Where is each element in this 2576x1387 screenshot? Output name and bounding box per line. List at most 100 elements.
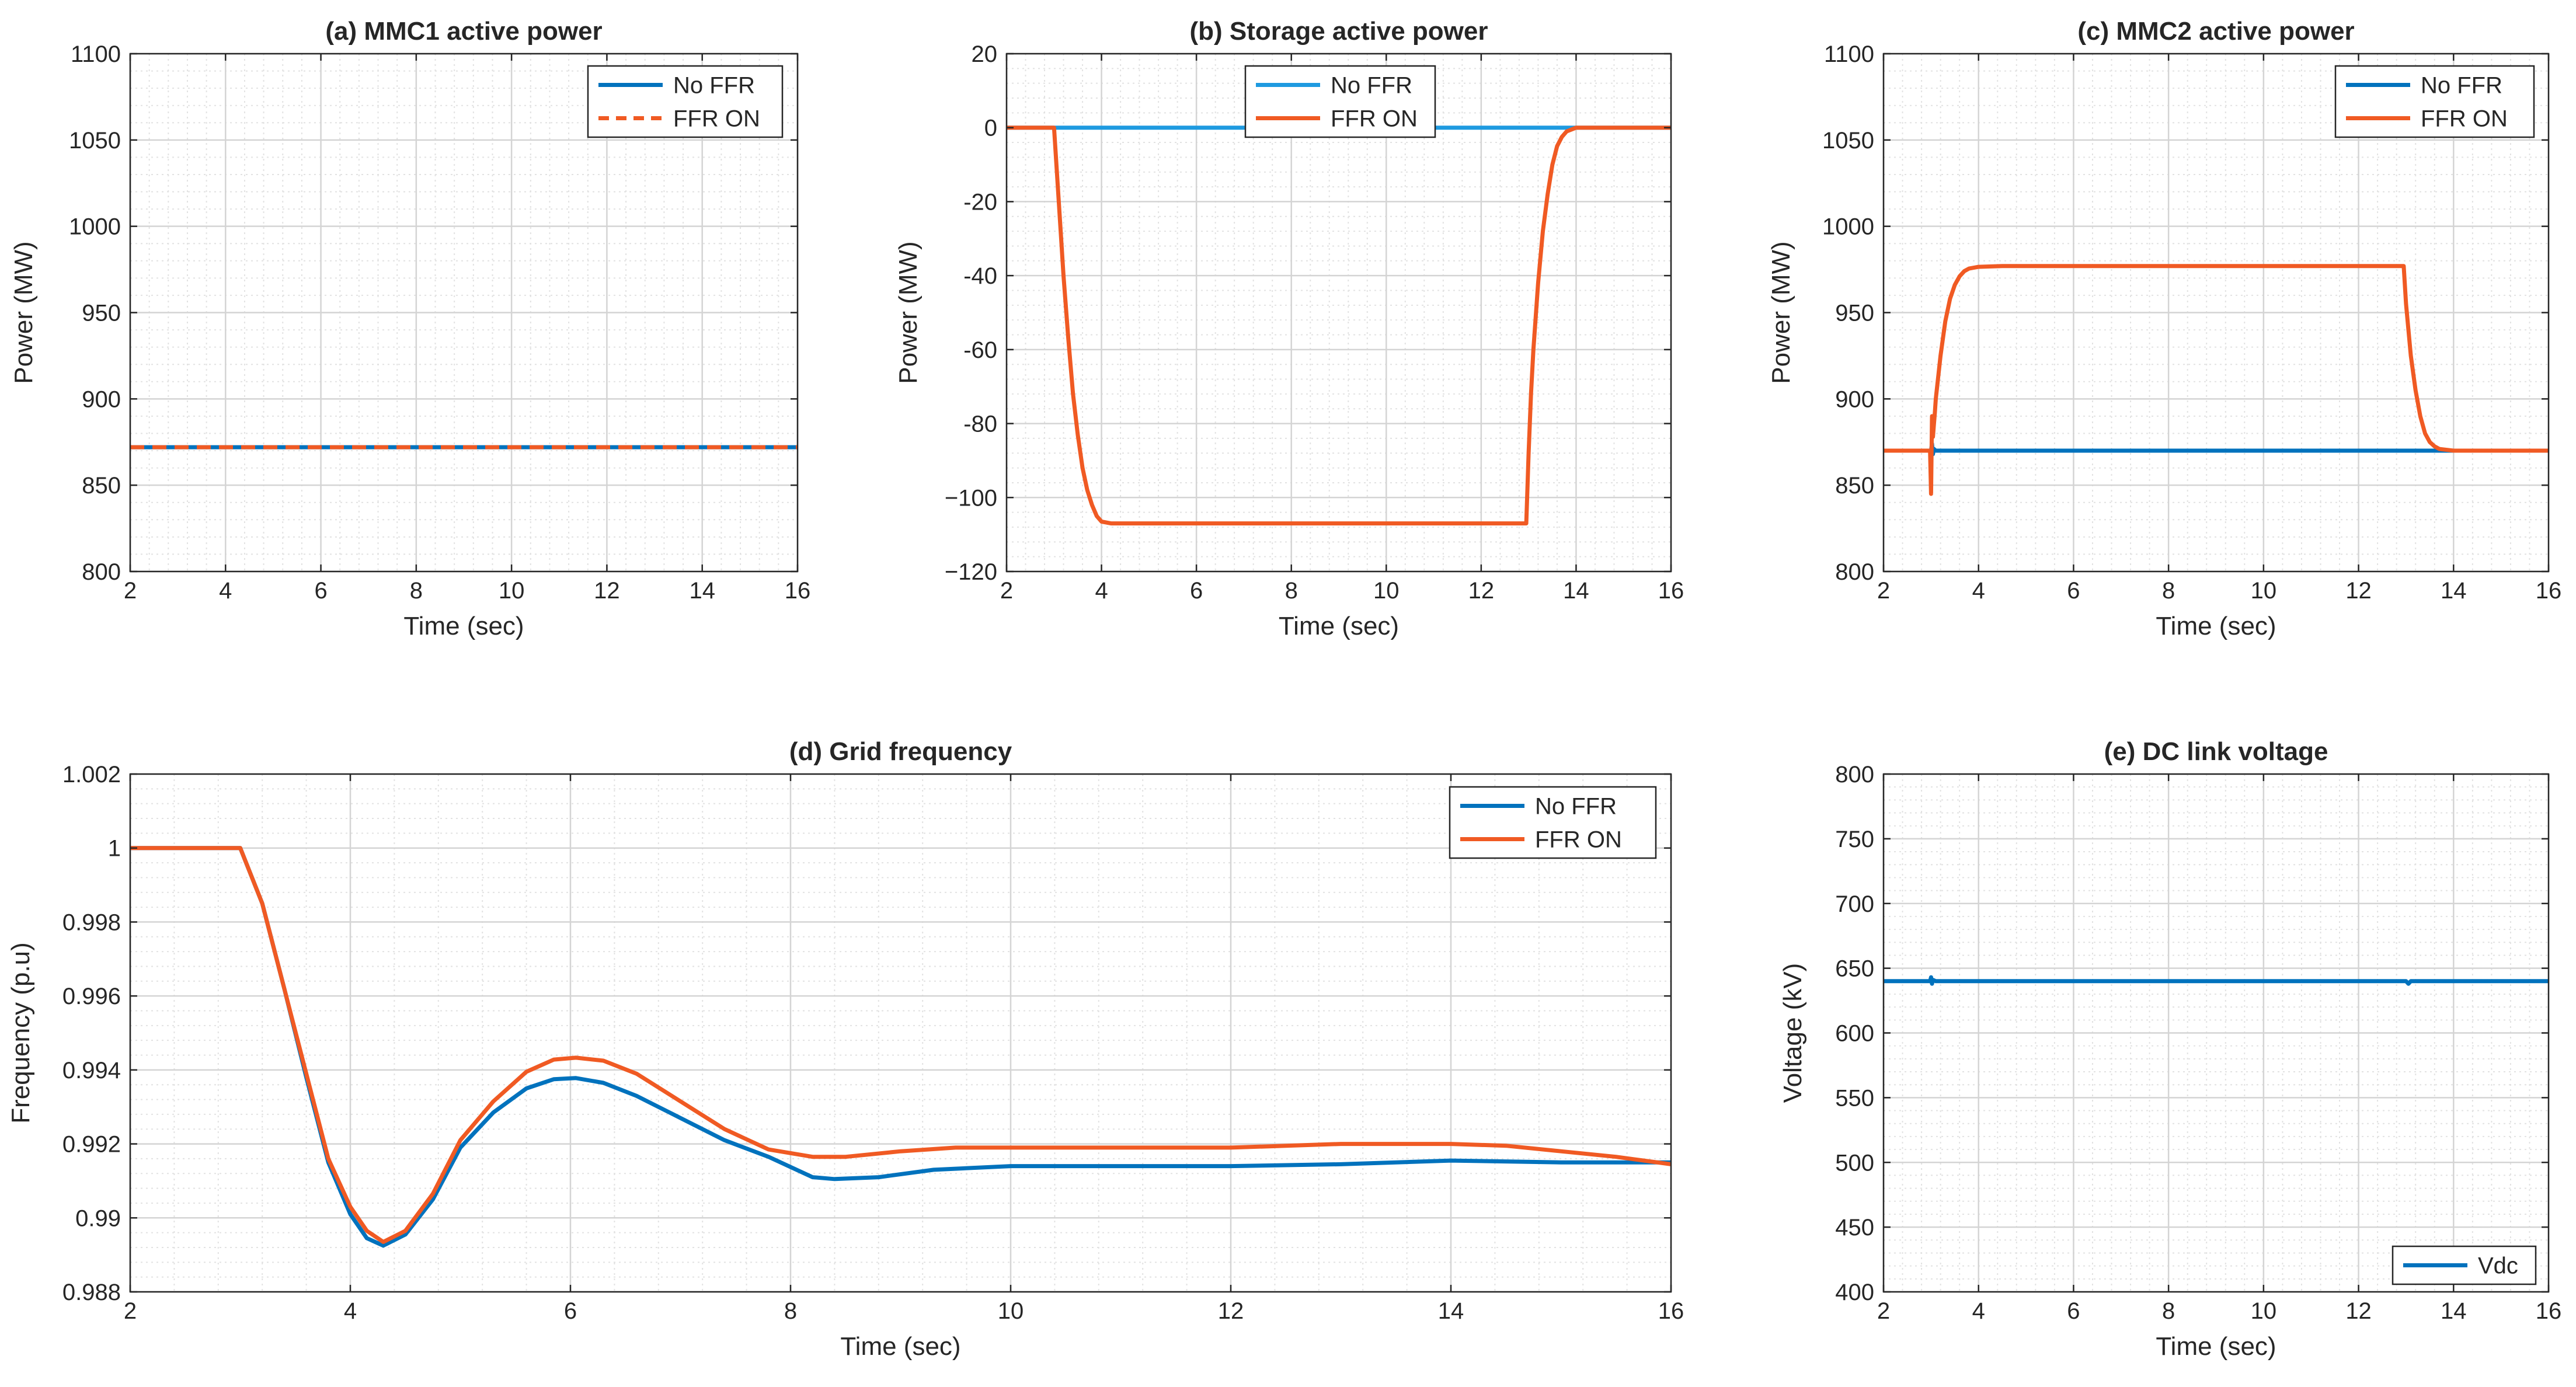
x-tick-label: 8 bbox=[410, 578, 423, 604]
x-tick-label: 2 bbox=[1877, 578, 1890, 604]
y-tick-label: 1000 bbox=[69, 214, 121, 240]
x-tick-label: 16 bbox=[2536, 578, 2562, 604]
x-tick-label: 14 bbox=[2441, 578, 2467, 604]
y-tick-label: 700 bbox=[1835, 891, 1874, 917]
x-tick-label: 10 bbox=[499, 578, 525, 604]
x-tick-label: 12 bbox=[2345, 578, 2372, 604]
y-tick-label: 1100 bbox=[71, 41, 121, 67]
x-tick-label: 14 bbox=[2441, 1298, 2467, 1324]
chart-title: (d) Grid frequency bbox=[789, 737, 1012, 766]
x-tick-label: 6 bbox=[564, 1298, 577, 1324]
y-tick-label: 600 bbox=[1835, 1021, 1874, 1047]
y-tick-label: 1050 bbox=[1822, 128, 1874, 154]
x-tick-label: 6 bbox=[1190, 578, 1203, 604]
x-tick-label: 6 bbox=[2067, 578, 2080, 604]
y-tick-label: 20 bbox=[972, 41, 998, 67]
x-tick-label: 16 bbox=[2536, 1298, 2562, 1324]
x-tick-label: 4 bbox=[1972, 1298, 1985, 1324]
legend-box bbox=[2334, 65, 2535, 138]
chart-title: (a) MMC1 active power bbox=[325, 17, 602, 46]
x-tick-label: 10 bbox=[2251, 578, 2277, 604]
x-tick-label: 2 bbox=[124, 1298, 137, 1324]
x-tick-label: 8 bbox=[2162, 1298, 2175, 1324]
y-tick-label: 900 bbox=[82, 386, 121, 412]
chart-mmc2-active-power: 2 4 6 8 10 12 14 16 800 850 900 950 1000 1050 1100 (c) … bbox=[1767, 17, 2561, 640]
y-tick-label: 550 bbox=[1835, 1085, 1874, 1111]
x-tick-label: 2 bbox=[1000, 578, 1013, 604]
chart-dc-link-voltage: 2 4 6 8 10 12 14 16 400 450 500 550 600 650 700 750 800 (… bbox=[1778, 737, 2561, 1361]
series-line-ffr-on bbox=[1007, 126, 1671, 526]
legend-label: FFR ON bbox=[673, 106, 760, 132]
x-tick-label: 4 bbox=[344, 1298, 357, 1324]
y-tick-label: 850 bbox=[1835, 473, 1874, 499]
x-tick-label: 10 bbox=[998, 1298, 1024, 1324]
x-tick-label: 2 bbox=[124, 578, 137, 604]
y-axis-label: Power (MW) bbox=[894, 241, 923, 384]
y-tick-label: -20 bbox=[963, 189, 997, 215]
y-tick-label: 400 bbox=[1835, 1280, 1874, 1305]
legend-box bbox=[1449, 786, 1657, 859]
x-tick-label: 10 bbox=[2251, 1298, 2277, 1324]
series-line-ffr-on bbox=[130, 846, 1672, 1244]
legend-label: FFR ON bbox=[2421, 106, 2508, 132]
legend-label: FFR ON bbox=[1331, 106, 1418, 132]
y-tick-label: 0.992 bbox=[62, 1132, 121, 1158]
chart-title: (b) Storage active power bbox=[1189, 17, 1488, 46]
y-tick-label: −100 bbox=[945, 485, 997, 511]
chart-storage-active-power: 2 4 6 8 10 12 14 16 −120 −100 -80 -60 -40 -20 0 20 (b) S… bbox=[894, 17, 1684, 640]
x-axis-label: Time (sec) bbox=[840, 1332, 960, 1361]
x-tick-label: 4 bbox=[1095, 578, 1108, 604]
x-axis-label: Time (sec) bbox=[1279, 612, 1399, 640]
chart-grid-frequency: 2 4 6 8 10 12 14 16 0.988 0.99 0.992 0.994 0.996 0.99… bbox=[6, 737, 1684, 1361]
y-tick-label: 850 bbox=[82, 473, 121, 499]
x-tick-label: 12 bbox=[1468, 578, 1495, 604]
axes-frame bbox=[1005, 53, 1672, 573]
y-tick-label: 0.988 bbox=[62, 1280, 121, 1305]
chart-mmc1-active-power: 2 4 6 8 10 12 14 16 800 850 900 950 1000 1050 1100 (a) … bbox=[9, 17, 810, 640]
x-tick-label: 16 bbox=[1658, 1298, 1684, 1324]
x-tick-label: 16 bbox=[785, 578, 811, 604]
y-tick-label: -40 bbox=[963, 263, 997, 289]
y-tick-label: 1.002 bbox=[62, 762, 121, 787]
x-tick-label: 14 bbox=[689, 578, 715, 604]
y-tick-label: 950 bbox=[1835, 301, 1874, 326]
y-tick-label: 800 bbox=[82, 559, 121, 585]
y-axis-label: Frequency (p.u) bbox=[6, 942, 35, 1124]
y-tick-label: 900 bbox=[1835, 386, 1874, 412]
y-tick-label: 0 bbox=[984, 116, 997, 141]
y-tick-label: 950 bbox=[82, 301, 121, 326]
legend-box bbox=[587, 65, 784, 138]
y-tick-label: 500 bbox=[1835, 1150, 1874, 1176]
y-axis-label: Voltage (kV) bbox=[1778, 963, 1807, 1103]
chart-title: (c) MMC2 active power bbox=[2077, 17, 2354, 46]
y-tick-label: 0.996 bbox=[62, 984, 121, 1009]
x-tick-label: 4 bbox=[219, 578, 232, 604]
chart-title: (e) DC link voltage bbox=[2104, 737, 2328, 766]
legend-label: No FFR bbox=[1535, 794, 1617, 820]
series-line-vdc bbox=[1884, 975, 2549, 986]
y-axis-label: Power (MW) bbox=[9, 241, 38, 384]
y-tick-label: -60 bbox=[963, 337, 997, 363]
x-tick-label: 12 bbox=[594, 578, 620, 604]
y-tick-label: 0.998 bbox=[62, 909, 121, 935]
y-tick-label: 650 bbox=[1835, 956, 1874, 982]
legend-box bbox=[1244, 65, 1436, 138]
y-tick-label: 0.99 bbox=[75, 1205, 121, 1231]
x-axis-label: Time (sec) bbox=[2156, 1332, 2276, 1361]
y-tick-label: 0.994 bbox=[62, 1058, 121, 1083]
x-tick-label: 2 bbox=[1877, 1298, 1890, 1324]
x-tick-label: 4 bbox=[1972, 578, 1985, 604]
x-axis-label: Time (sec) bbox=[2156, 612, 2276, 640]
legend-label: No FFR bbox=[673, 73, 755, 99]
x-tick-label: 14 bbox=[1563, 578, 1589, 604]
y-tick-label: 450 bbox=[1835, 1215, 1874, 1240]
x-tick-label: 12 bbox=[2345, 1298, 2372, 1324]
x-tick-label: 14 bbox=[1438, 1298, 1464, 1324]
x-tick-label: 8 bbox=[2162, 578, 2175, 604]
legend-label: No FFR bbox=[2421, 73, 2502, 99]
x-tick-label: 10 bbox=[1373, 578, 1400, 604]
y-tick-label: -80 bbox=[963, 412, 997, 437]
legend-label: No FFR bbox=[1331, 73, 1412, 99]
y-tick-label: −120 bbox=[945, 559, 997, 585]
